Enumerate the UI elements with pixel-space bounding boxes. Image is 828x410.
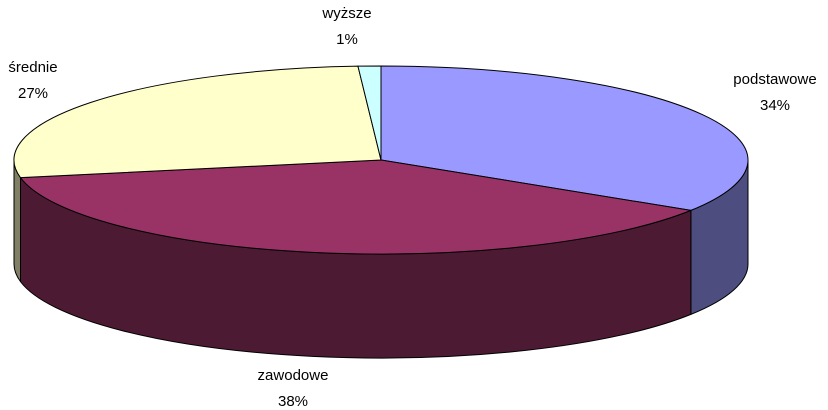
pie-side bbox=[13, 159, 22, 283]
slice-label: podstawowe bbox=[733, 71, 816, 88]
slice-value-label: 34% bbox=[760, 97, 790, 114]
slice-value-label: 1% bbox=[336, 31, 358, 48]
slice-label: średnie bbox=[8, 59, 57, 76]
pie-slice bbox=[20, 159, 692, 255]
slice-label: zawodowe bbox=[258, 367, 329, 384]
pie-slice bbox=[357, 65, 382, 161]
pie-slice bbox=[13, 65, 382, 179]
pie-slice bbox=[380, 65, 749, 211]
slice-label: wyższe bbox=[321, 5, 371, 22]
slice-value-label: 27% bbox=[18, 85, 48, 102]
slice-value-label: 38% bbox=[278, 393, 308, 410]
